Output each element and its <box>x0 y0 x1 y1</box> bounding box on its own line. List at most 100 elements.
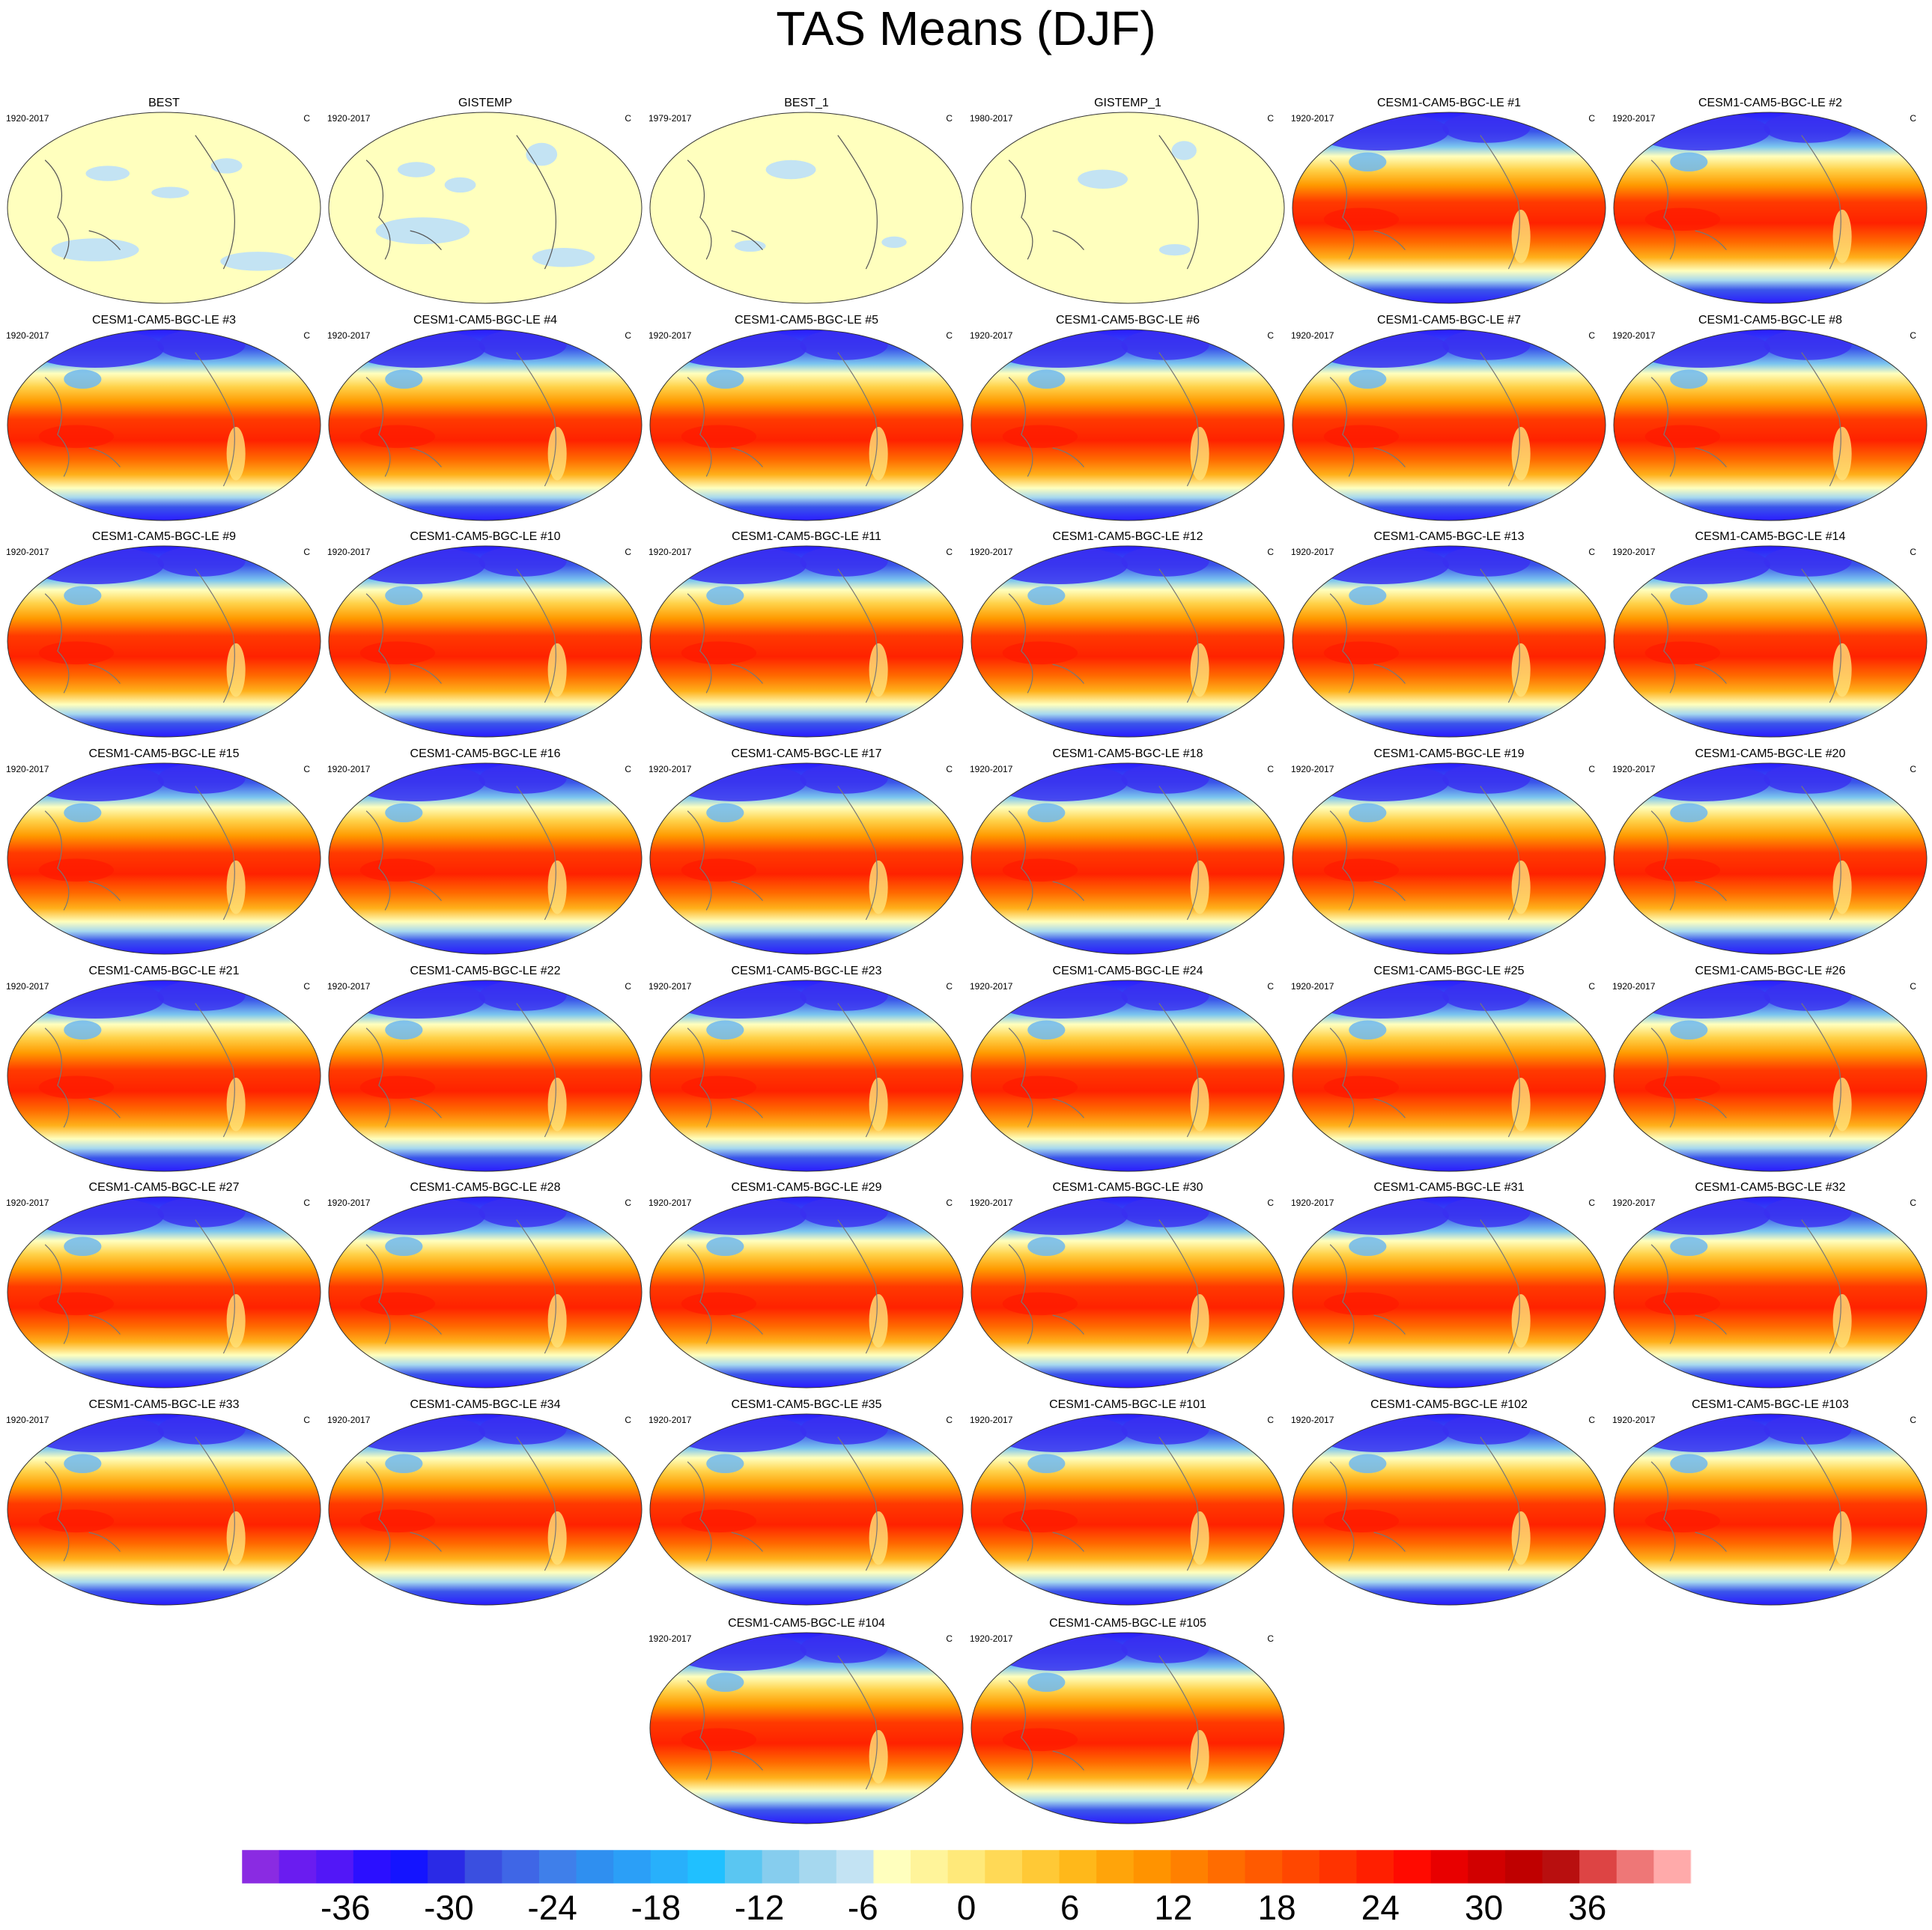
negative-anomaly-patch <box>51 238 139 261</box>
colorbar-tick-label: 0 <box>957 1888 976 1927</box>
panel-title: CESM1-CAM5-BGC-LE #9 <box>92 530 236 543</box>
colorbar-box <box>279 1850 317 1884</box>
colorbar-box <box>242 1850 280 1884</box>
map-field <box>650 1197 963 1388</box>
colorbar-tick-label: -30 <box>424 1888 473 1927</box>
panel-period: 1920-2017 <box>1291 330 1334 341</box>
panel-units: C <box>625 113 631 124</box>
colorbar-box <box>428 1850 466 1884</box>
map-panel: CESM1-CAM5-BGC-LE #32 1920-2017 C <box>1612 1181 1928 1389</box>
panel-title: CESM1-CAM5-BGC-LE #22 <box>410 965 561 977</box>
map-panel: CESM1-CAM5-BGC-LE #6 1920-2017 C <box>970 314 1285 521</box>
map-field <box>7 980 321 1171</box>
map-outline <box>328 762 643 955</box>
panel-title: CESM1-CAM5-BGC-LE #21 <box>89 965 240 977</box>
panel-period: 1920-2017 <box>6 981 49 992</box>
map-panel: CESM1-CAM5-BGC-LE #23 1920-2017 C <box>648 965 964 1172</box>
panel-title: CESM1-CAM5-BGC-LE #23 <box>732 965 882 977</box>
colorbar-box <box>725 1850 763 1884</box>
colorbar-box <box>1021 1850 1060 1884</box>
map-outline <box>970 762 1285 955</box>
panel-units: C <box>1910 764 1916 774</box>
panel-units: C <box>1267 1198 1274 1208</box>
map-field <box>329 1197 642 1388</box>
panel-title: CESM1-CAM5-BGC-LE #5 <box>735 314 878 327</box>
panel-period: 1920-2017 <box>648 1198 692 1208</box>
map-outline <box>970 1413 1285 1606</box>
panel-period: 1920-2017 <box>327 1198 371 1208</box>
map-outline <box>1613 1196 1928 1389</box>
map-outline <box>970 980 1285 1172</box>
map-field <box>1614 980 1927 1171</box>
panel-units: C <box>1910 547 1916 557</box>
map-outline <box>7 980 321 1172</box>
panel-units: C <box>1267 1633 1274 1644</box>
map-field <box>1614 1197 1927 1388</box>
panel-title: CESM1-CAM5-BGC-LE #14 <box>1695 530 1846 543</box>
panel-units: C <box>1910 330 1916 341</box>
panel-title: CESM1-CAM5-BGC-LE #29 <box>732 1181 882 1194</box>
map-panel: CESM1-CAM5-BGC-LE #4 1920-2017 C <box>327 314 643 521</box>
map-panel: BEST_1 1979-2017 C <box>648 97 964 304</box>
panel-title: CESM1-CAM5-BGC-LE #20 <box>1695 747 1846 760</box>
colorbar-tick-label: 18 <box>1258 1888 1296 1927</box>
map-outline <box>7 762 321 955</box>
map-field <box>971 1197 1284 1388</box>
map-outline <box>649 545 964 738</box>
negative-anomaly-patch <box>375 217 470 244</box>
panel-period: 1920-2017 <box>648 764 692 774</box>
map-outline <box>649 980 964 1172</box>
panel-period: 1920-2017 <box>1612 1198 1656 1208</box>
chart-title: TAS Means (DJF) <box>776 1 1156 55</box>
panel-title: CESM1-CAM5-BGC-LE #12 <box>1053 530 1203 543</box>
panel-period: 1920-2017 <box>6 1415 49 1425</box>
map-field <box>329 112 642 303</box>
panel-title: CESM1-CAM5-BGC-LE #33 <box>89 1398 240 1411</box>
panel-units: C <box>1588 547 1595 557</box>
panel-period: 1920-2017 <box>327 764 371 774</box>
colorbar-box <box>1356 1850 1394 1884</box>
colorbar-box <box>1208 1850 1246 1884</box>
map-outline <box>7 1413 321 1606</box>
colorbar-box <box>911 1850 949 1884</box>
panel-units: C <box>1267 113 1274 124</box>
panel-units: C <box>1910 981 1916 992</box>
map-panel: CESM1-CAM5-BGC-LE #9 1920-2017 C <box>6 530 321 738</box>
colorbar-box <box>390 1850 428 1884</box>
panel-title: CESM1-CAM5-BGC-LE #35 <box>732 1398 882 1411</box>
colorbar-box <box>985 1850 1023 1884</box>
panel-units: C <box>1910 113 1916 124</box>
map-panel: CESM1-CAM5-BGC-LE #105 1920-2017 C <box>970 1617 1285 1824</box>
map-outline <box>1292 980 1606 1172</box>
panel-units: C <box>1267 330 1274 341</box>
map-outline <box>649 329 964 521</box>
panel-title: CESM1-CAM5-BGC-LE #10 <box>410 530 561 543</box>
colorbar-box <box>1542 1850 1580 1884</box>
panel-title: CESM1-CAM5-BGC-LE #15 <box>89 747 240 760</box>
panel-title: GISTEMP <box>458 97 512 109</box>
panel-title: CESM1-CAM5-BGC-LE #30 <box>1053 1181 1203 1194</box>
panel-title: CESM1-CAM5-BGC-LE #34 <box>410 1398 561 1411</box>
panel-units: C <box>946 1415 953 1425</box>
map-outline <box>1613 980 1928 1172</box>
map-outline <box>7 1196 321 1389</box>
panel-units: C <box>1588 981 1595 992</box>
panel-period: 1920-2017 <box>1612 764 1656 774</box>
panel-title: CESM1-CAM5-BGC-LE #27 <box>89 1181 240 1194</box>
colorbar-box <box>613 1850 651 1884</box>
colorbar-tick-label: 24 <box>1361 1888 1400 1927</box>
colorbar-box <box>687 1850 726 1884</box>
map-field <box>329 1414 642 1605</box>
panel-title: CESM1-CAM5-BGC-LE #6 <box>1056 314 1200 327</box>
map-field <box>1292 330 1606 521</box>
map-panel: CESM1-CAM5-BGC-LE #8 1920-2017 C <box>1612 314 1928 521</box>
panel-units: C <box>1267 547 1274 557</box>
panel-title: CESM1-CAM5-BGC-LE #16 <box>410 747 561 760</box>
panel-title: CESM1-CAM5-BGC-LE #104 <box>728 1617 885 1630</box>
panels-layer: BEST 1920-2017 C GISTEMP 1920-2017 C BEST_1 197… <box>6 97 1928 1824</box>
panel-period: 1920-2017 <box>970 1633 1013 1644</box>
map-panel: CESM1-CAM5-BGC-LE #104 1920-2017 C <box>648 1617 964 1824</box>
map-panel: CESM1-CAM5-BGC-LE #18 1920-2017 C <box>970 747 1285 955</box>
panel-units: C <box>1910 1198 1916 1208</box>
